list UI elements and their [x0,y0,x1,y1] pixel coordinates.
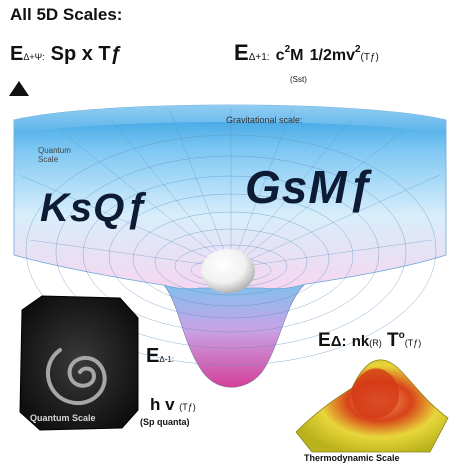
all-scales-formula: EΔ+Ψ: Sp x Tƒ [10,44,122,64]
quantum-equation-e: EΔ-1: [146,346,174,366]
eq-sst-label: (Sst) [290,75,307,84]
thermodynamic-scale-label: Thermodynamic Scale [304,453,400,463]
e-subscript: Δ+Ψ: [23,52,45,62]
te-r: (R) [369,338,382,348]
thermodynamic-inset [295,359,449,453]
te-t: T [387,330,399,351]
eq-kinetic-exp: 2 [354,44,361,55]
quantum-scale-inset-label: Quantum Scale [30,413,96,423]
quantum-scale-label: Quantum Scale [38,146,71,164]
te-nk: nk [351,333,370,350]
bowl-rim [14,105,446,134]
te-t-sup: o [398,330,405,341]
all-scales-title: All 5D Scales: [10,5,123,24]
ksqf-label: KsQƒ [40,186,149,230]
eq-tf: (Tƒ) [360,52,379,63]
spiral-icon [45,348,107,406]
qe-hv: h v [150,395,175,414]
sp-quanta-label: (Sp quanta) [140,417,190,427]
quantum-equation-hv: h v (Tƒ) [150,396,196,413]
te-tf: (Tƒ) [404,338,422,348]
quantum-scale-inset [19,295,139,431]
gravitational-equation: EΔ+1: c2M 1/2mv2(Tƒ) [234,42,379,64]
te-e: E [318,330,331,351]
eq-mass: M [290,47,304,64]
e-symbol: E [10,43,24,65]
eq-c: c [275,47,285,64]
bowl-radials [19,108,441,269]
qe-tf: (Tƒ) [179,402,196,412]
te-delta: Δ: [330,333,347,350]
gravitational-scale-label: Gravitational scale: [226,115,303,125]
qe-subscript: Δ-1: [159,355,175,364]
eq-kinetic: 1/2mv [309,47,355,64]
gsmf-label: GsMƒ [245,161,375,213]
eq-subscript: Δ+1: [248,52,270,63]
sp-tf-formula: Sp x Tƒ [50,43,122,65]
gravity-well-funnel [162,282,307,388]
thermo-equation: EΔ: nk(R) To(Tƒ) [318,330,422,351]
mass-sphere [201,249,255,293]
eq-c-exp: 2 [284,44,291,55]
up-arrow-icon [9,81,29,96]
eq-e: E [234,40,249,65]
qe-e: E [146,345,160,367]
